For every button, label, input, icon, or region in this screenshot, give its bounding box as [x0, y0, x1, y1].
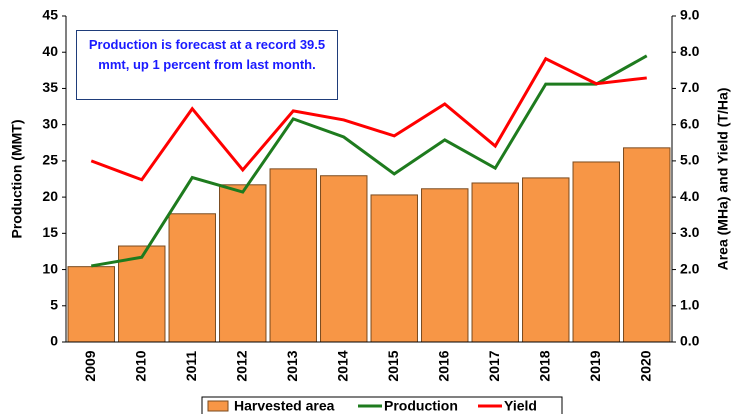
y-tick-label: 10 [42, 260, 58, 276]
annotation: Production is forecast at a record 39.5 … [76, 30, 338, 100]
y2-tick-label: 3.0 [680, 224, 700, 240]
legend-label: Yield [504, 398, 537, 414]
line [90, 54, 648, 268]
y-tick-label: 35 [42, 79, 58, 95]
y2-tick-label: 1.0 [680, 296, 700, 312]
bar [320, 175, 368, 343]
y2-tick-label: 9.0 [680, 7, 700, 23]
y-tick-label: 0 [50, 333, 58, 349]
x-tick-label: 2009 [82, 350, 98, 381]
bar [623, 147, 671, 343]
bar [269, 168, 317, 343]
y-tick-label: 40 [42, 43, 58, 59]
y2-axis-title: Area (MHa) and Yield (T/Ha) [715, 88, 731, 271]
legend-swatch [207, 400, 229, 412]
y-tick-label: 25 [42, 152, 58, 168]
bar [421, 188, 469, 343]
bar [219, 184, 267, 343]
x-tick-label: 2014 [334, 350, 350, 381]
x-tick-label: 2017 [486, 350, 502, 381]
bar [370, 194, 418, 343]
y-tick-label: 15 [42, 224, 58, 240]
x-tick-label: 2015 [385, 350, 401, 381]
y-axis-title: Production (MMT) [9, 120, 25, 239]
y-tick-label: 30 [42, 115, 58, 131]
legend-label: Harvested area [234, 398, 335, 414]
y2-tick-label: 5.0 [680, 152, 700, 168]
bar [168, 213, 216, 343]
x-tick-label: 2011 [183, 351, 199, 382]
x-tick-label: 2020 [637, 350, 653, 381]
x-tick-label: 2010 [132, 350, 148, 381]
y2-tick-label: 0.0 [680, 333, 700, 349]
y-tick-label: 5 [50, 296, 58, 312]
y2-tick-label: 7.0 [680, 79, 700, 95]
y2-tick-label: 2.0 [680, 260, 700, 276]
x-tick-label: 2016 [435, 350, 451, 381]
y2-tick-label: 8.0 [680, 43, 700, 59]
bar [67, 266, 115, 343]
x-tick-label: 2018 [536, 350, 552, 381]
bar [118, 245, 166, 343]
y2-tick-label: 6.0 [680, 115, 700, 131]
x-tick-label: 2019 [587, 350, 603, 381]
legend-label: Production [384, 398, 458, 414]
y-tick-label: 20 [42, 188, 58, 204]
bar [572, 161, 620, 343]
y-tick-label: 45 [42, 7, 58, 23]
line [90, 56, 647, 182]
x-tick-label: 2012 [233, 350, 249, 381]
x-tick-label: 2013 [284, 350, 300, 381]
bar [471, 182, 519, 343]
bar [522, 177, 570, 343]
y2-tick-label: 4.0 [680, 188, 700, 204]
